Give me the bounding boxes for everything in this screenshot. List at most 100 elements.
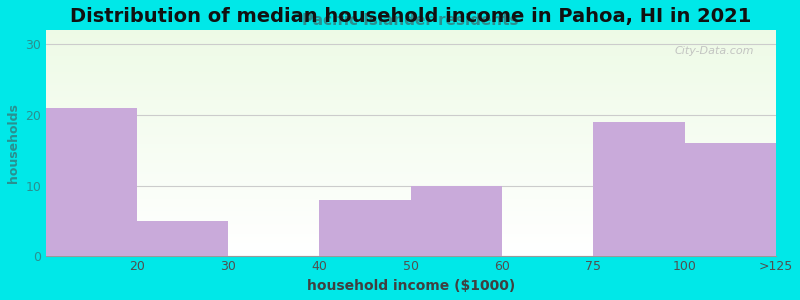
Bar (46, 170, 776, 172)
Bar (46, 192, 776, 193)
X-axis label: household income ($1000): household income ($1000) (306, 279, 515, 293)
Text: City-Data.com: City-Data.com (674, 46, 754, 56)
Bar (46, 138, 776, 139)
Bar (46, 104, 776, 105)
Bar (46, 239, 776, 241)
Bar (46, 169, 776, 170)
Bar (46, 50, 776, 51)
Bar (46, 146, 776, 147)
Bar (46, 86, 776, 87)
Bar (46, 106, 776, 107)
Bar (46, 237, 776, 238)
Bar (46, 246, 776, 247)
Bar (46, 45, 776, 46)
Bar (46, 229, 776, 230)
Bar (46, 178, 776, 179)
Bar (46, 247, 776, 248)
Bar (46, 238, 776, 239)
Bar (46, 213, 776, 214)
Bar (46, 224, 776, 225)
Bar (46, 222, 776, 224)
Bar (46, 68, 776, 69)
Bar (46, 253, 776, 254)
Bar (46, 69, 776, 70)
Bar (46, 103, 776, 104)
Bar (46, 121, 776, 122)
Bar (46, 149, 776, 150)
Bar (46, 148, 776, 149)
Bar (46, 179, 776, 181)
Bar (46, 214, 776, 216)
Bar (46, 81, 776, 82)
Bar (46, 201, 776, 202)
Bar (46, 254, 776, 255)
Bar (46, 46, 776, 47)
Bar (46, 217, 776, 218)
Bar (46, 74, 776, 76)
Bar (46, 98, 776, 99)
Bar (46, 193, 776, 194)
Bar (46, 120, 776, 121)
Bar (46, 53, 776, 54)
Bar (46, 96, 776, 97)
Bar (46, 44, 776, 45)
Bar (46, 52, 776, 53)
Title: Distribution of median household income in Pahoa, HI in 2021: Distribution of median household income … (70, 7, 751, 26)
Bar (46, 99, 776, 101)
Bar (46, 177, 776, 178)
Bar (46, 186, 776, 188)
Bar (46, 80, 776, 81)
Bar (46, 152, 776, 154)
Bar (46, 115, 776, 116)
Bar (46, 78, 776, 79)
Bar (46, 113, 776, 114)
Bar (46, 218, 776, 219)
Bar (46, 126, 776, 128)
Bar (46, 108, 776, 110)
Bar (46, 208, 776, 209)
Bar (46, 107, 776, 108)
Bar (46, 123, 776, 124)
Bar (46, 210, 776, 211)
Text: Pacific Islander residents: Pacific Islander residents (302, 13, 519, 28)
Bar (46, 57, 776, 59)
Bar (46, 125, 776, 126)
Bar (46, 30, 776, 31)
Bar (46, 158, 776, 159)
Bar (46, 245, 776, 246)
Bar (46, 172, 776, 173)
Bar (46, 190, 776, 191)
Bar (46, 150, 776, 151)
Bar (46, 124, 776, 125)
Bar (46, 114, 776, 115)
Bar (46, 131, 776, 132)
Bar (46, 182, 776, 183)
Bar (46, 40, 776, 42)
Bar (46, 97, 776, 98)
Bar (46, 112, 776, 113)
Bar (46, 128, 776, 129)
Bar (46, 140, 776, 141)
Bar (46, 116, 776, 117)
Bar (46, 255, 776, 256)
Bar (46, 156, 776, 157)
Bar (46, 143, 776, 144)
Bar (46, 220, 776, 221)
Bar (46, 34, 776, 35)
Bar (46, 43, 776, 44)
Bar (46, 48, 776, 50)
Bar (46, 236, 776, 237)
Bar (46, 165, 776, 166)
Bar (46, 173, 776, 174)
Bar (46, 200, 776, 201)
Bar (46, 252, 776, 253)
Bar (46, 122, 776, 123)
Bar (46, 207, 776, 208)
Bar (46, 42, 776, 43)
Bar (46, 95, 776, 96)
Bar (46, 91, 776, 92)
Bar (46, 66, 776, 68)
Bar (46, 118, 776, 120)
Bar (46, 196, 776, 198)
Bar (46, 56, 776, 57)
